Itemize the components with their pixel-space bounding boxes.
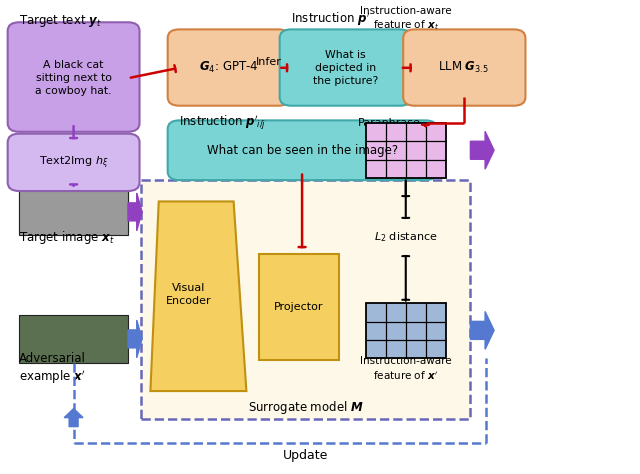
- FancyArrow shape: [128, 320, 142, 358]
- FancyArrow shape: [128, 193, 142, 231]
- Text: What is
depicted in
the picture?: What is depicted in the picture?: [313, 50, 378, 86]
- Bar: [366, 303, 446, 358]
- Text: Update: Update: [284, 448, 328, 462]
- FancyBboxPatch shape: [8, 134, 140, 191]
- Bar: [19, 315, 128, 363]
- Bar: [19, 187, 128, 235]
- Text: What can be seen in the image?: What can be seen in the image?: [207, 144, 397, 157]
- Text: LLM $\boldsymbol{G}_{3.5}$: LLM $\boldsymbol{G}_{3.5}$: [438, 60, 490, 75]
- FancyArrow shape: [470, 311, 494, 349]
- Text: Text2Img $h_{\xi}$: Text2Img $h_{\xi}$: [39, 155, 108, 171]
- Text: Infer: Infer: [256, 56, 282, 67]
- Text: Paraphrase: Paraphrase: [358, 118, 420, 128]
- Text: Visual
Encoder: Visual Encoder: [166, 283, 212, 306]
- Bar: [19, 190, 128, 230]
- Polygon shape: [150, 201, 246, 391]
- FancyBboxPatch shape: [168, 120, 437, 180]
- Text: Target image $\boldsymbol{x}_t$: Target image $\boldsymbol{x}_t$: [19, 228, 115, 246]
- Text: Instruction $\boldsymbol{p}'$: Instruction $\boldsymbol{p}'$: [291, 10, 371, 27]
- FancyBboxPatch shape: [403, 29, 525, 106]
- Text: $\boldsymbol{G}_4$: GPT-4: $\boldsymbol{G}_4$: GPT-4: [200, 60, 259, 75]
- FancyBboxPatch shape: [280, 29, 412, 106]
- FancyBboxPatch shape: [8, 22, 140, 132]
- Text: Target text $\boldsymbol{y}_t$: Target text $\boldsymbol{y}_t$: [19, 13, 102, 29]
- Text: Instruction-aware
feature of $\boldsymbol{x}_t$: Instruction-aware feature of $\boldsymbo…: [360, 6, 452, 32]
- Bar: [366, 123, 446, 178]
- FancyArrow shape: [470, 131, 494, 169]
- Text: Instruction-aware
feature of $\boldsymbol{x}'$: Instruction-aware feature of $\boldsymbo…: [360, 356, 452, 382]
- Text: Projector: Projector: [274, 302, 324, 312]
- Text: $L_2$ distance: $L_2$ distance: [374, 230, 438, 244]
- Text: A black cat
sitting next to
a cowboy hat.: A black cat sitting next to a cowboy hat…: [35, 60, 112, 96]
- Text: Adversarial
example $\boldsymbol{x}'$: Adversarial example $\boldsymbol{x}'$: [19, 352, 86, 386]
- Bar: [141, 180, 470, 419]
- FancyArrow shape: [64, 409, 83, 427]
- Text: Surrogate model $\boldsymbol{M}$: Surrogate model $\boldsymbol{M}$: [248, 399, 364, 416]
- Bar: [259, 254, 339, 360]
- Bar: [19, 187, 128, 232]
- FancyBboxPatch shape: [168, 29, 290, 106]
- Text: Instruction $\boldsymbol{p}'_{i/j}$: Instruction $\boldsymbol{p}'_{i/j}$: [179, 114, 266, 133]
